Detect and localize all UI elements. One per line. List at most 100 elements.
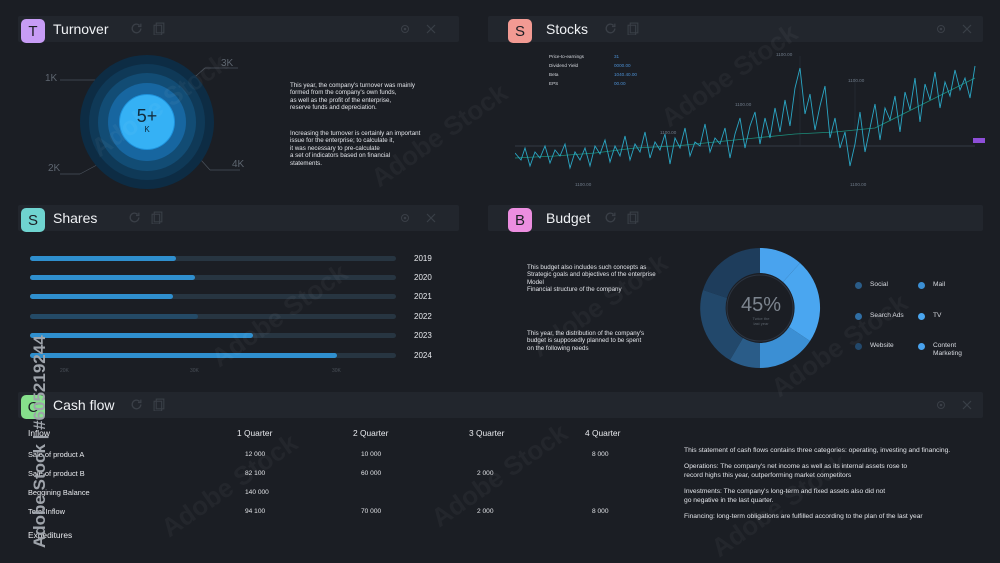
stocks-current-marker (973, 138, 985, 143)
turnover-core (120, 95, 174, 149)
copy-icon[interactable] (153, 398, 166, 411)
cashflow-row-label: Total Inflow (28, 507, 65, 516)
cashflow-cell: 8 000 (592, 451, 609, 458)
stock-id-label: Adobe Stock | #605219244 (30, 335, 49, 548)
budget-paragraph-2: This year, the distribution of the compa… (527, 330, 645, 352)
cashflow-cell: 82 100 (245, 470, 266, 477)
cashflow-col-q4: 4 Quarter (585, 428, 621, 438)
cashflow-header-tools (130, 398, 166, 411)
cashflow-note-3: Investments: The company's long-term and… (684, 488, 886, 504)
stock-metric-label-dividend: Dividend Yield (549, 63, 579, 68)
share-bar-track (30, 275, 396, 280)
share-bar-2022 (30, 314, 199, 319)
turnover-rings (60, 55, 240, 189)
stock-metric-label-pe: Price-to-earnings (549, 54, 584, 59)
copy-icon[interactable] (627, 211, 640, 224)
share-year-2022: 2022 (414, 312, 432, 321)
donut-segment-searchads (730, 338, 760, 369)
share-bar-2023 (30, 333, 254, 338)
budget-header: B Budget (488, 205, 983, 232)
close-icon[interactable] (961, 399, 973, 411)
turnover-badge: T (21, 19, 45, 43)
refresh-icon[interactable] (128, 211, 141, 224)
budget-title: Budget (546, 210, 591, 226)
shares-axis-label-2: 30K (190, 368, 199, 374)
ring-label-2k: 2K (48, 163, 61, 174)
turnover-header: T Turnover (18, 16, 459, 43)
cashflow-header: C Cash flow (18, 392, 983, 419)
ring-label-3k: 3K (221, 58, 234, 69)
refresh-icon[interactable] (130, 398, 143, 411)
cashflow-title: Cash flow (53, 397, 115, 413)
close-icon[interactable] (961, 23, 973, 35)
legend-label-website: Website (870, 342, 894, 349)
stocks-title: Stocks (546, 21, 589, 37)
shares-header-tools (128, 211, 164, 224)
share-year-2024: 2024 (414, 351, 432, 360)
copy-icon[interactable] (151, 211, 164, 224)
turnover-paragraph-2: Increasing the turnover is certainly an … (290, 130, 421, 167)
stock-metric-label-eps: EPS (549, 81, 559, 86)
turnover-center-unit: K (144, 125, 150, 134)
copy-icon[interactable] (153, 22, 166, 35)
donut-segment-website (700, 290, 743, 360)
settings-icon[interactable] (399, 23, 411, 35)
shares-bars (30, 256, 396, 366)
settings-icon[interactable] (935, 399, 947, 411)
ring-label-4k: 4K (232, 159, 245, 170)
cashflow-badge: C (21, 395, 45, 419)
refresh-icon[interactable] (604, 211, 617, 224)
cashflow-note-2: Operations: The company's net income as … (684, 463, 908, 479)
share-bar-track (30, 333, 396, 338)
budget-paragraph-1: This budget also includes such concepts … (527, 264, 656, 294)
stock-metric-label-beta: Beta (549, 72, 559, 77)
cashflow-row-label: Expeditures (28, 530, 73, 540)
cashflow-note-4: Financing: long-term obligations are ful… (684, 513, 923, 520)
cashflow-row-label: Sale of product B (28, 469, 85, 478)
share-year-2020: 2020 (414, 273, 432, 282)
cashflow-row-label: Beggining Balance (28, 488, 90, 497)
legend-label-mail: Mail (933, 281, 946, 288)
cashflow-cell: 8 000 (592, 508, 609, 515)
legend-dot-website (855, 343, 862, 350)
settings-icon[interactable] (399, 212, 411, 224)
share-year-2021: 2021 (414, 292, 432, 301)
cashflow-col-q1: 1 Quarter (237, 428, 273, 438)
legend-dot-mail (918, 282, 925, 289)
settings-icon[interactable] (935, 23, 947, 35)
stock-metric-value-pe: 31 (614, 54, 620, 59)
refresh-icon[interactable] (604, 22, 617, 35)
close-icon[interactable] (425, 212, 437, 224)
donut-segment-content (760, 247, 800, 282)
budget-donut-subtitle: Twice the last year (752, 316, 770, 326)
legend-dot-social (855, 282, 862, 289)
turnover-center-value: 5+ (136, 106, 158, 126)
shares-window-controls (399, 212, 437, 224)
share-bar-track (30, 353, 396, 358)
cashflow-cell: 140 000 (245, 489, 269, 496)
legend-label-social: Social (870, 281, 888, 288)
copy-icon[interactable] (627, 22, 640, 35)
stocks-trend-line (515, 77, 976, 159)
stocks-tag-3: 1100.00 (735, 102, 752, 107)
legend-dot-search-ads (855, 313, 862, 320)
stocks-badge: S (508, 19, 532, 43)
stock-metric-value-beta: 1040.40.00 (614, 72, 637, 77)
budget-donut (700, 247, 821, 369)
stocks-price-line (515, 65, 976, 170)
stocks-header: S Stocks (488, 16, 983, 43)
stocks-tag-1: 1100.00 (776, 52, 793, 57)
cashflow-cell: 70 000 (361, 508, 382, 515)
share-year-2019: 2019 (414, 254, 432, 263)
cashflow-col-inflow: Inflow (28, 428, 50, 438)
cashflow-note-1: This statement of cash flows contains th… (684, 447, 951, 454)
refresh-icon[interactable] (130, 22, 143, 35)
cashflow-cell: 12 000 (245, 451, 266, 458)
cashflow-col-q3: 3 Quarter (469, 428, 505, 438)
close-icon[interactable] (425, 23, 437, 35)
stock-metric-value-eps: 00.00 (614, 81, 626, 86)
legend-dot-content-marketing (918, 343, 925, 350)
turnover-window-controls (399, 23, 437, 35)
turnover-header-tools (130, 22, 166, 35)
cashflow-cell: 2 000 (477, 508, 494, 515)
